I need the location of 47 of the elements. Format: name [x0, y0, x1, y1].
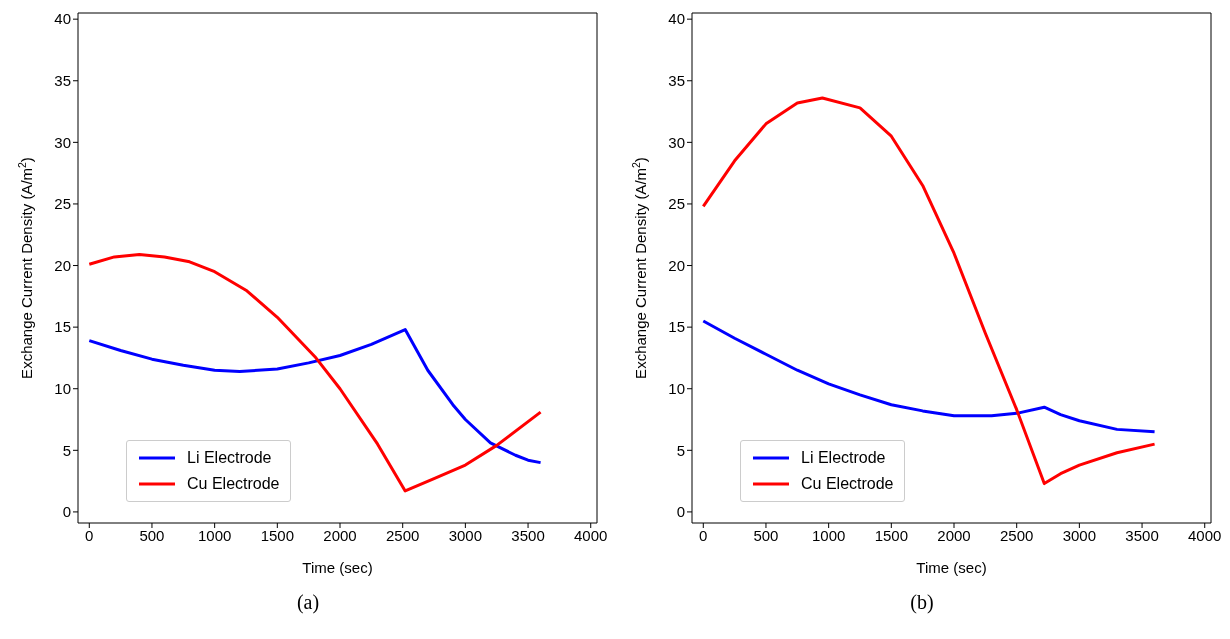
- x-tick-label: 4000: [574, 526, 608, 544]
- text: (a): [295, 591, 321, 614]
- y-tick-label: 35: [668, 72, 685, 90]
- y-tick-label: 30: [668, 133, 685, 151]
- x-tick-label: 3000: [1062, 526, 1097, 544]
- legend-label: Cu Electrode: [801, 475, 894, 493]
- x-tick-label: 2500: [1000, 526, 1034, 544]
- y-tick-label: 30: [54, 133, 71, 151]
- y-tick-label: 5: [676, 441, 685, 459]
- y-tick-label: 10: [668, 380, 685, 398]
- y-tick-label: 40: [54, 10, 71, 28]
- legend-label: Li Electrode: [801, 449, 886, 467]
- x-tick-label: 1000: [811, 526, 846, 544]
- y-tick-label: 10: [54, 380, 71, 398]
- x-tick-label: 3500: [1125, 526, 1159, 544]
- x-tick-label: 1000: [197, 526, 232, 544]
- x-tick-label: 0: [699, 526, 708, 544]
- x-tick-label: 1500: [874, 526, 909, 544]
- x-tick-label: 2500: [386, 526, 420, 544]
- line-series: [701, 319, 1157, 434]
- y-tick-label: 20: [54, 256, 71, 274]
- y-tick-label: 15: [668, 318, 685, 336]
- y-tick-label: 15: [54, 318, 71, 336]
- legend-label: Li Electrode: [187, 449, 272, 467]
- y-tick-label: 40: [668, 10, 685, 28]
- x-tick-label: 1500: [260, 526, 295, 544]
- x-tick-label: 3500: [511, 526, 545, 544]
- line-series: [87, 252, 543, 493]
- y-tick-label: 5: [62, 441, 71, 459]
- x-tick-label: 4000: [1188, 526, 1222, 544]
- y-tick-label: 25: [54, 195, 71, 213]
- y-tick-label: 25: [668, 195, 685, 213]
- x-axis-title: Time (sec): [916, 559, 987, 576]
- legend-label: Cu Electrode: [187, 475, 280, 493]
- y-tick-label: 0: [676, 503, 685, 521]
- y-tick-label: 0: [62, 503, 71, 521]
- x-tick-label: 500: [139, 526, 165, 544]
- text: (b): [909, 591, 935, 614]
- x-axis-title: Time (sec): [302, 559, 373, 576]
- x-tick-label: 3000: [448, 526, 483, 544]
- y-tick-label: 20: [668, 256, 685, 274]
- x-tick-label: 500: [753, 526, 779, 544]
- x-tick-label: 2000: [323, 526, 357, 544]
- x-tick-label: 2000: [937, 526, 971, 544]
- line-series: [87, 328, 543, 465]
- y-tick-label: 35: [54, 72, 71, 90]
- x-tick-label: 0: [85, 526, 94, 544]
